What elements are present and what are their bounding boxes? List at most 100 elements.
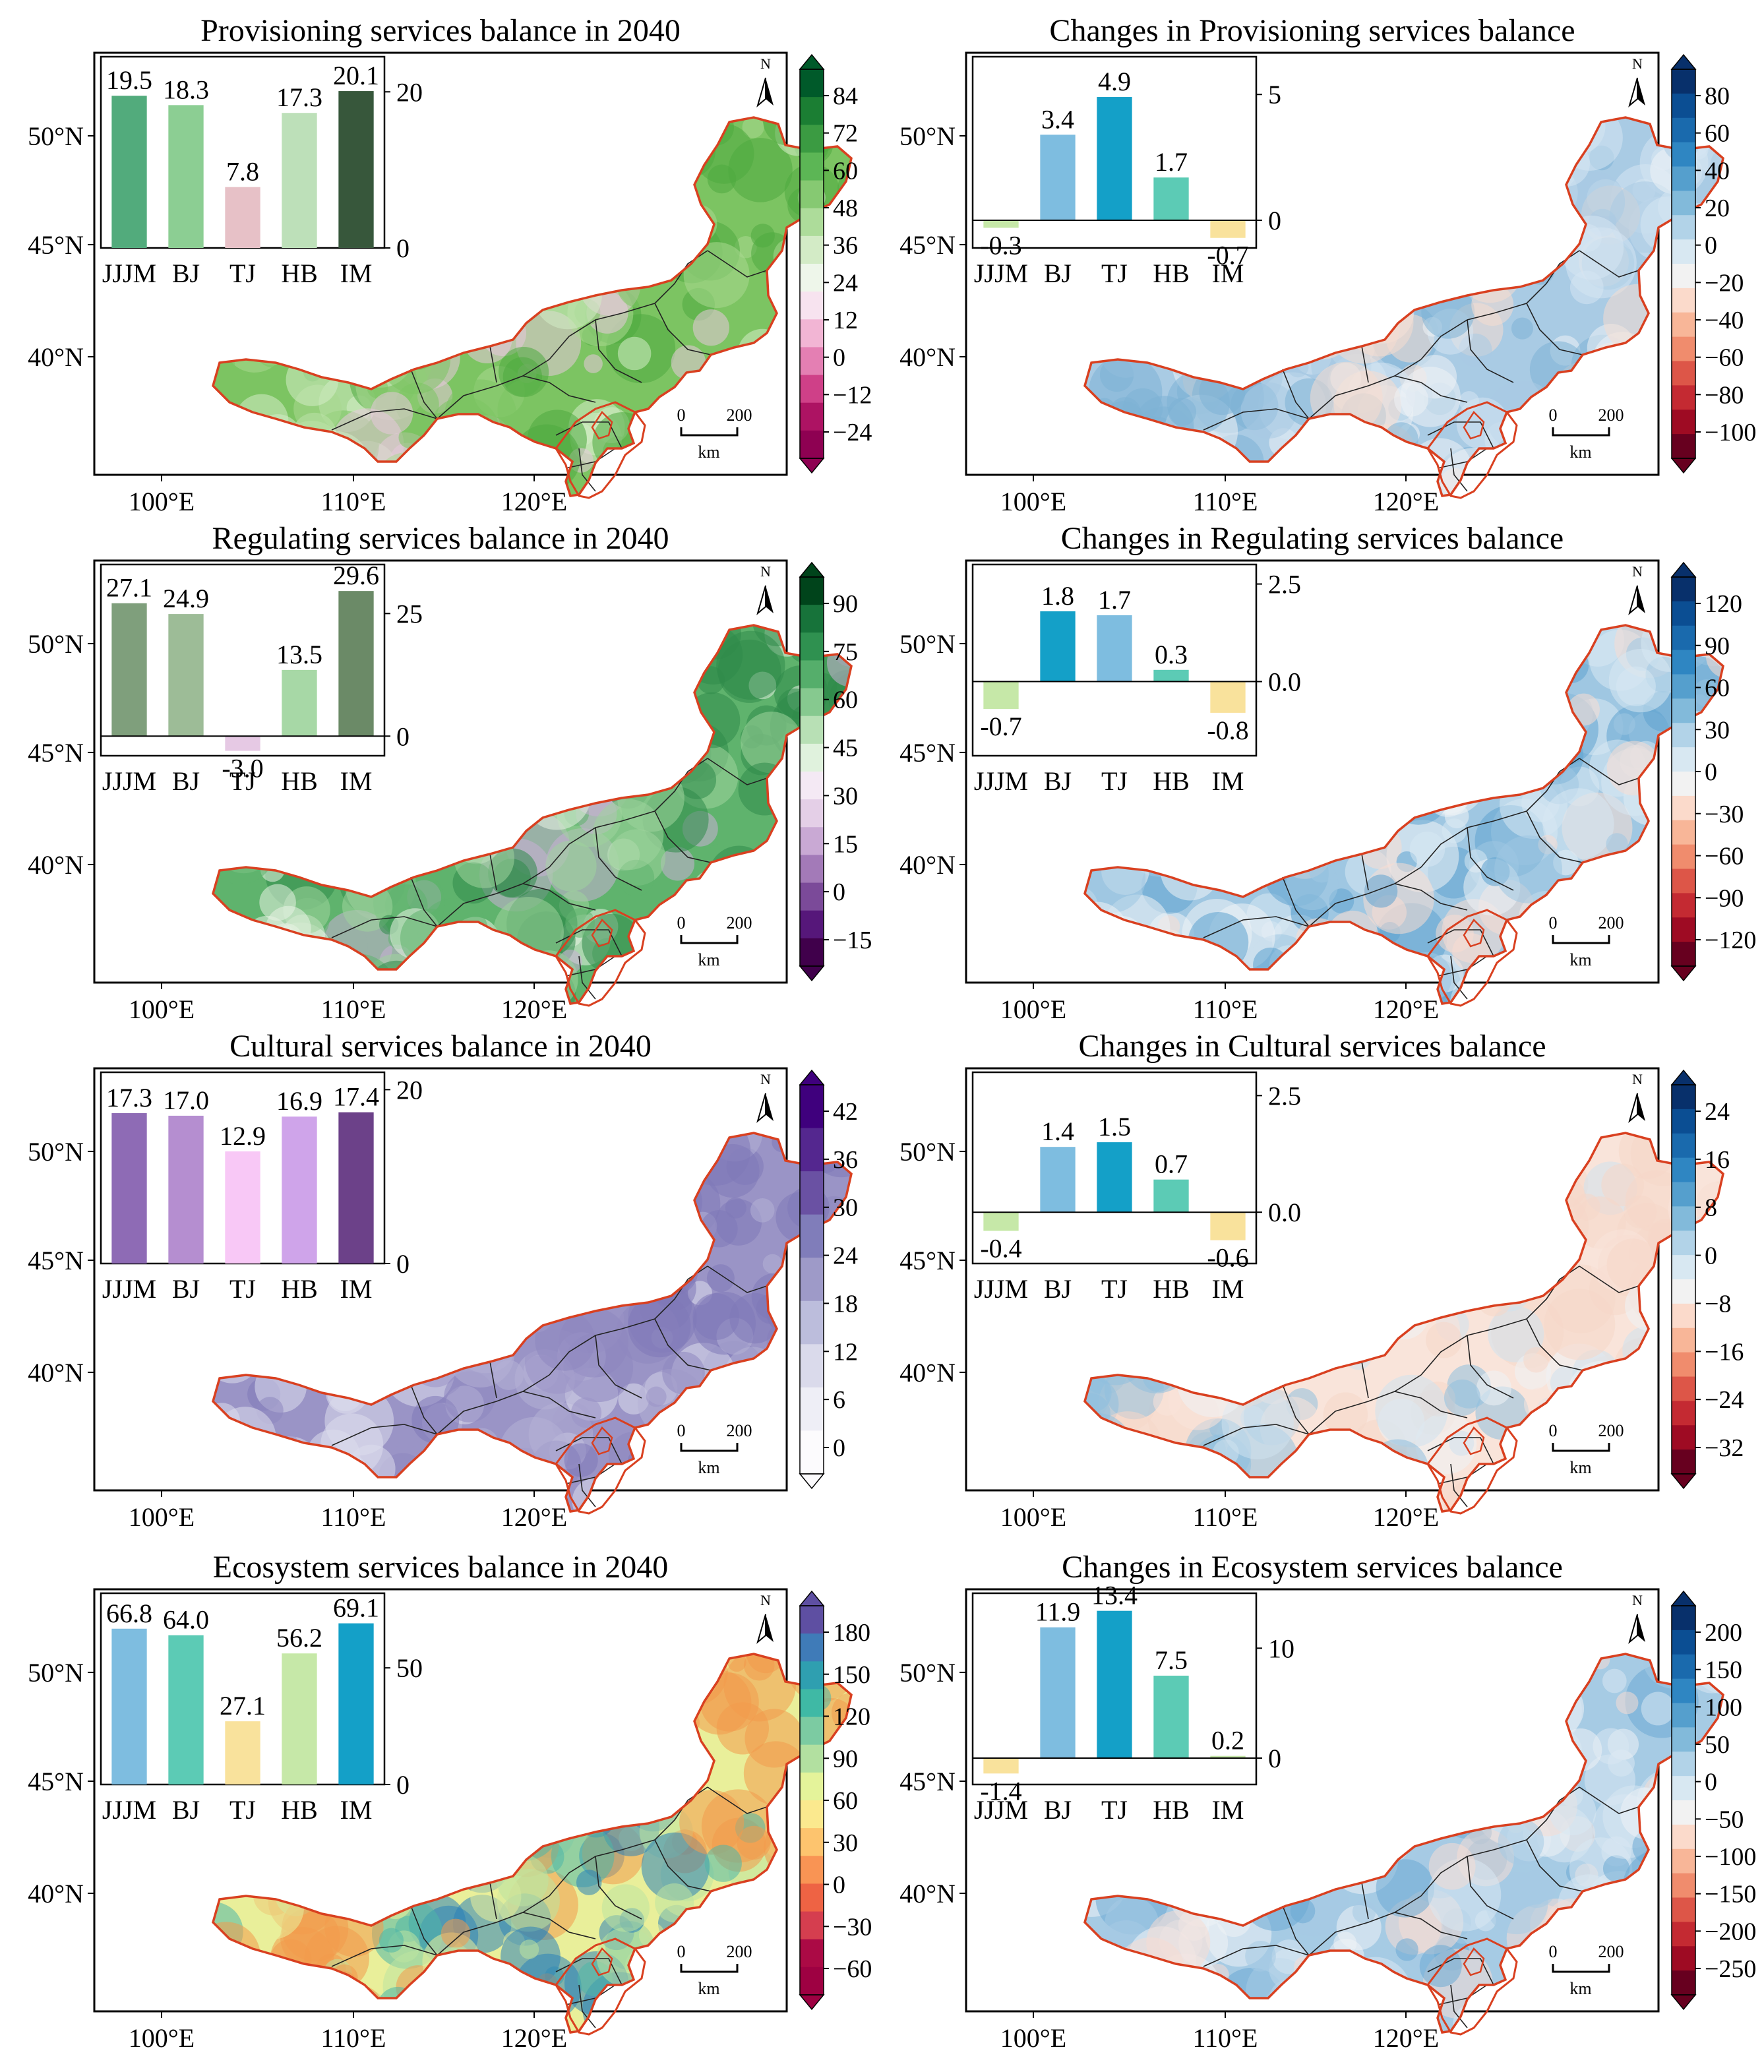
bar-jjjm (111, 96, 147, 248)
province-border (1526, 1839, 1583, 1892)
region-outline (1083, 624, 1724, 1005)
colorbar-segment (1672, 1606, 1695, 1631)
bar-value-label: -1.4 (980, 1776, 1021, 1806)
texture-patch (679, 1790, 745, 1855)
category-label: HB (281, 1795, 318, 1825)
scale-unit: km (698, 1458, 719, 1477)
category-label: BJ (1044, 766, 1072, 796)
colorbar-segment (1672, 820, 1695, 845)
category-label: TJ (1101, 766, 1128, 796)
colorbar-segment (1672, 215, 1695, 240)
texture-patch (704, 1844, 742, 1882)
colorbar-segment (800, 716, 824, 745)
lat-label: 40°N (899, 850, 956, 880)
colorbar-tick-label: −100 (1705, 419, 1756, 446)
texture-patch (1523, 1347, 1549, 1373)
province-border (522, 1912, 596, 1939)
colorbar-segment (1672, 69, 1695, 94)
beijing-outline (591, 1426, 613, 1455)
lon-label: 110°E (1193, 2023, 1258, 2053)
lon-label: 100°E (129, 2023, 195, 2053)
north-arrow-icon (756, 77, 766, 107)
scale-unit: km (698, 950, 719, 969)
colorbar-segment (1672, 1970, 1695, 1996)
texture-patch (745, 2017, 780, 2032)
lon-label: 110°E (1193, 487, 1258, 516)
province-border (707, 250, 768, 278)
texture-patch (1583, 984, 1624, 1004)
province-border (1394, 1912, 1468, 1939)
texture-patch (1376, 1859, 1435, 1918)
colorbar-segment (800, 855, 824, 884)
scale-distance: 200 (1598, 1421, 1624, 1440)
texture-patch (1085, 991, 1115, 1004)
lon-label: 100°E (129, 994, 195, 1024)
texture-patch (1600, 489, 1624, 496)
north-label: N (1632, 563, 1643, 580)
colorbar-extend-top (799, 561, 825, 578)
colorbar-tick-label: 100 (1705, 1693, 1742, 1721)
colorbar-segment (1672, 93, 1695, 119)
colorbar-segment (800, 291, 824, 320)
texture-patch (737, 1825, 771, 1860)
colorbar-segment (1672, 1897, 1695, 1922)
lat-label: 45°N (899, 1767, 956, 1796)
colorbar-segment (1672, 239, 1695, 264)
texture-patch (1542, 788, 1614, 860)
province-border (1361, 1361, 1369, 1399)
province-border (1526, 303, 1583, 355)
colorbar: 90 75 60 45 30 15 0 −15 (799, 561, 872, 982)
colorbar-segment (1672, 434, 1695, 459)
inset-background (973, 564, 1335, 802)
colorbar-segment (800, 827, 824, 855)
inset-ytick-label: 20 (396, 1075, 423, 1105)
inset-ytick-label: 0 (1268, 206, 1281, 235)
bar-value-label: 1.7 (1155, 147, 1188, 177)
north-arrow-icon (1637, 1093, 1645, 1121)
colorbar-extend-top (799, 1069, 825, 1085)
panel-provchg: Changes in Provisioning services balance… (899, 13, 1756, 516)
colorbar-segment (800, 152, 824, 181)
bar-value-label: 56.2 (276, 1623, 322, 1653)
inset-frame (971, 563, 1258, 757)
bar-value-label: 7.8 (226, 157, 259, 187)
category-label: HB (281, 766, 318, 796)
bar-value-label: 13.4 (1091, 1581, 1138, 1610)
jjj-outline (1426, 401, 1518, 499)
category-label: BJ (172, 1274, 200, 1304)
category-label: IM (340, 259, 373, 288)
colorbar-segment (800, 1744, 824, 1773)
north-label: N (1632, 55, 1643, 72)
scale-distance: 200 (1598, 913, 1624, 932)
colorbar-segment (1672, 772, 1695, 797)
colorbar-segment (1672, 868, 1695, 894)
panel-title: Provisioning services balance in 2040 (200, 13, 681, 48)
colorbar-segment (1672, 361, 1695, 386)
province-border (578, 956, 596, 1000)
colorbar-tick-label: 0 (833, 878, 845, 906)
colorbar-extend-bottom (1670, 1994, 1697, 2011)
colorbar-tick-label: 48 (833, 195, 858, 222)
province-border (1308, 1374, 1422, 1435)
colorbar-tick-label: 60 (1705, 675, 1730, 702)
lon-label: 110°E (321, 1502, 386, 1532)
colorbar-segment (1672, 1727, 1695, 1752)
colorbar-segment (1672, 1182, 1695, 1207)
lat-label: 40°N (899, 1358, 956, 1387)
colorbar-extend-bottom (1670, 458, 1697, 474)
province-border (1282, 1905, 1310, 1956)
colorbar-segment (800, 1939, 824, 1968)
panel-title: Ecosystem services balance in 2040 (213, 1550, 668, 1585)
province-border (1203, 1424, 1310, 1446)
scale-bar (680, 935, 739, 944)
texture-patch (828, 1455, 851, 1506)
bar-value-label: 69.1 (333, 1593, 379, 1623)
colorbar: 180 150 120 90 60 30 0 −30 −60 (799, 1590, 872, 2011)
north-arrow-icon (766, 586, 774, 613)
beijing-outline (591, 1947, 613, 1976)
category-label: IM (1212, 1795, 1244, 1825)
north-arrow-icon (766, 1614, 774, 1642)
bar-tj (225, 1721, 260, 1784)
texture-patch (1608, 649, 1673, 713)
colorbar-segment (1672, 1800, 1695, 1825)
